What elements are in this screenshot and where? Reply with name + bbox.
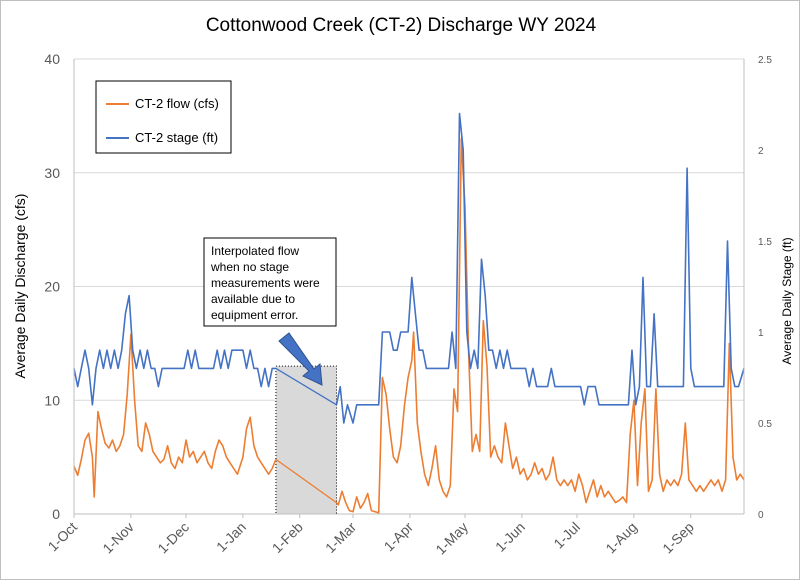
- y2-tick-label: 0.5: [758, 419, 772, 430]
- x-tick-label: 1-Nov: [99, 519, 137, 557]
- annotation-box: [203, 237, 337, 327]
- y-tick-label: 0: [52, 506, 60, 522]
- stage-series-line: [73, 294, 276, 406]
- legend-box: [95, 80, 232, 154]
- legend: CT-2 flow (cfs) CT-2 stage (ft): [95, 80, 232, 154]
- annotation-arrow: [278, 332, 323, 386]
- x-tick-label: 1-May: [432, 519, 471, 558]
- chart-title: Cottonwood Creek (CT-2) Discharge WY 202…: [206, 15, 597, 36]
- y2-tick-label: 1.5: [758, 237, 772, 248]
- y2-tick-label: 2.5: [758, 55, 772, 66]
- y-tick-label: 30: [44, 165, 60, 181]
- y2-tick-label: 0: [758, 510, 764, 521]
- annotation-callout: Interpolated flow when no stage measurem…: [203, 237, 337, 386]
- y-tick-label: 20: [44, 279, 60, 295]
- y-tick-label: 10: [44, 392, 60, 408]
- x-tick-label: 1-Jul: [550, 519, 583, 552]
- stage-interpolated-line: [275, 367, 337, 406]
- x-tick-label: 1-Oct: [45, 519, 81, 555]
- x-tick-label: 1-Apr: [381, 519, 417, 555]
- x-tick-label: 1-Dec: [154, 519, 192, 557]
- annotation-line-2: when no stage: [210, 260, 289, 274]
- x-tick-label: 1-Sep: [659, 519, 697, 557]
- shaded-region: [275, 365, 337, 515]
- annotation-line-3: measurements were: [211, 276, 320, 290]
- flow-series-line: [335, 137, 745, 514]
- series-lines: [73, 112, 745, 514]
- grid-lines: [74, 58, 744, 401]
- y-axis-title: Average Daily Discharge (cfs): [12, 194, 28, 379]
- annotation-line-5: equipment error.: [211, 308, 298, 322]
- x-tick-label: 1-Aug: [602, 519, 640, 557]
- legend-label-flow: CT-2 flow (cfs): [135, 96, 219, 111]
- flow-series-line: [73, 333, 277, 498]
- stage-series-line: [335, 112, 745, 424]
- y2-axis-title: Average Daily Stage (ft): [780, 237, 794, 364]
- y2-tick-label: 1: [758, 328, 764, 339]
- y2-tick-label: 2: [758, 146, 764, 157]
- annotation-line-4: available due to: [211, 292, 295, 306]
- x-tick-label: 1-Jan: [213, 519, 249, 555]
- annotation-line-1: Interpolated flow: [211, 244, 299, 258]
- x-tick-label: 1-Mar: [322, 519, 359, 556]
- legend-label-stage: CT-2 stage (ft): [135, 130, 218, 145]
- x-tick-label: 1-Jun: [492, 519, 528, 555]
- interpolation-region: [275, 365, 337, 515]
- y-tick-label: 40: [44, 51, 60, 67]
- x-tick-label: 1-Feb: [269, 519, 306, 556]
- flow-interpolated-line: [275, 458, 337, 504]
